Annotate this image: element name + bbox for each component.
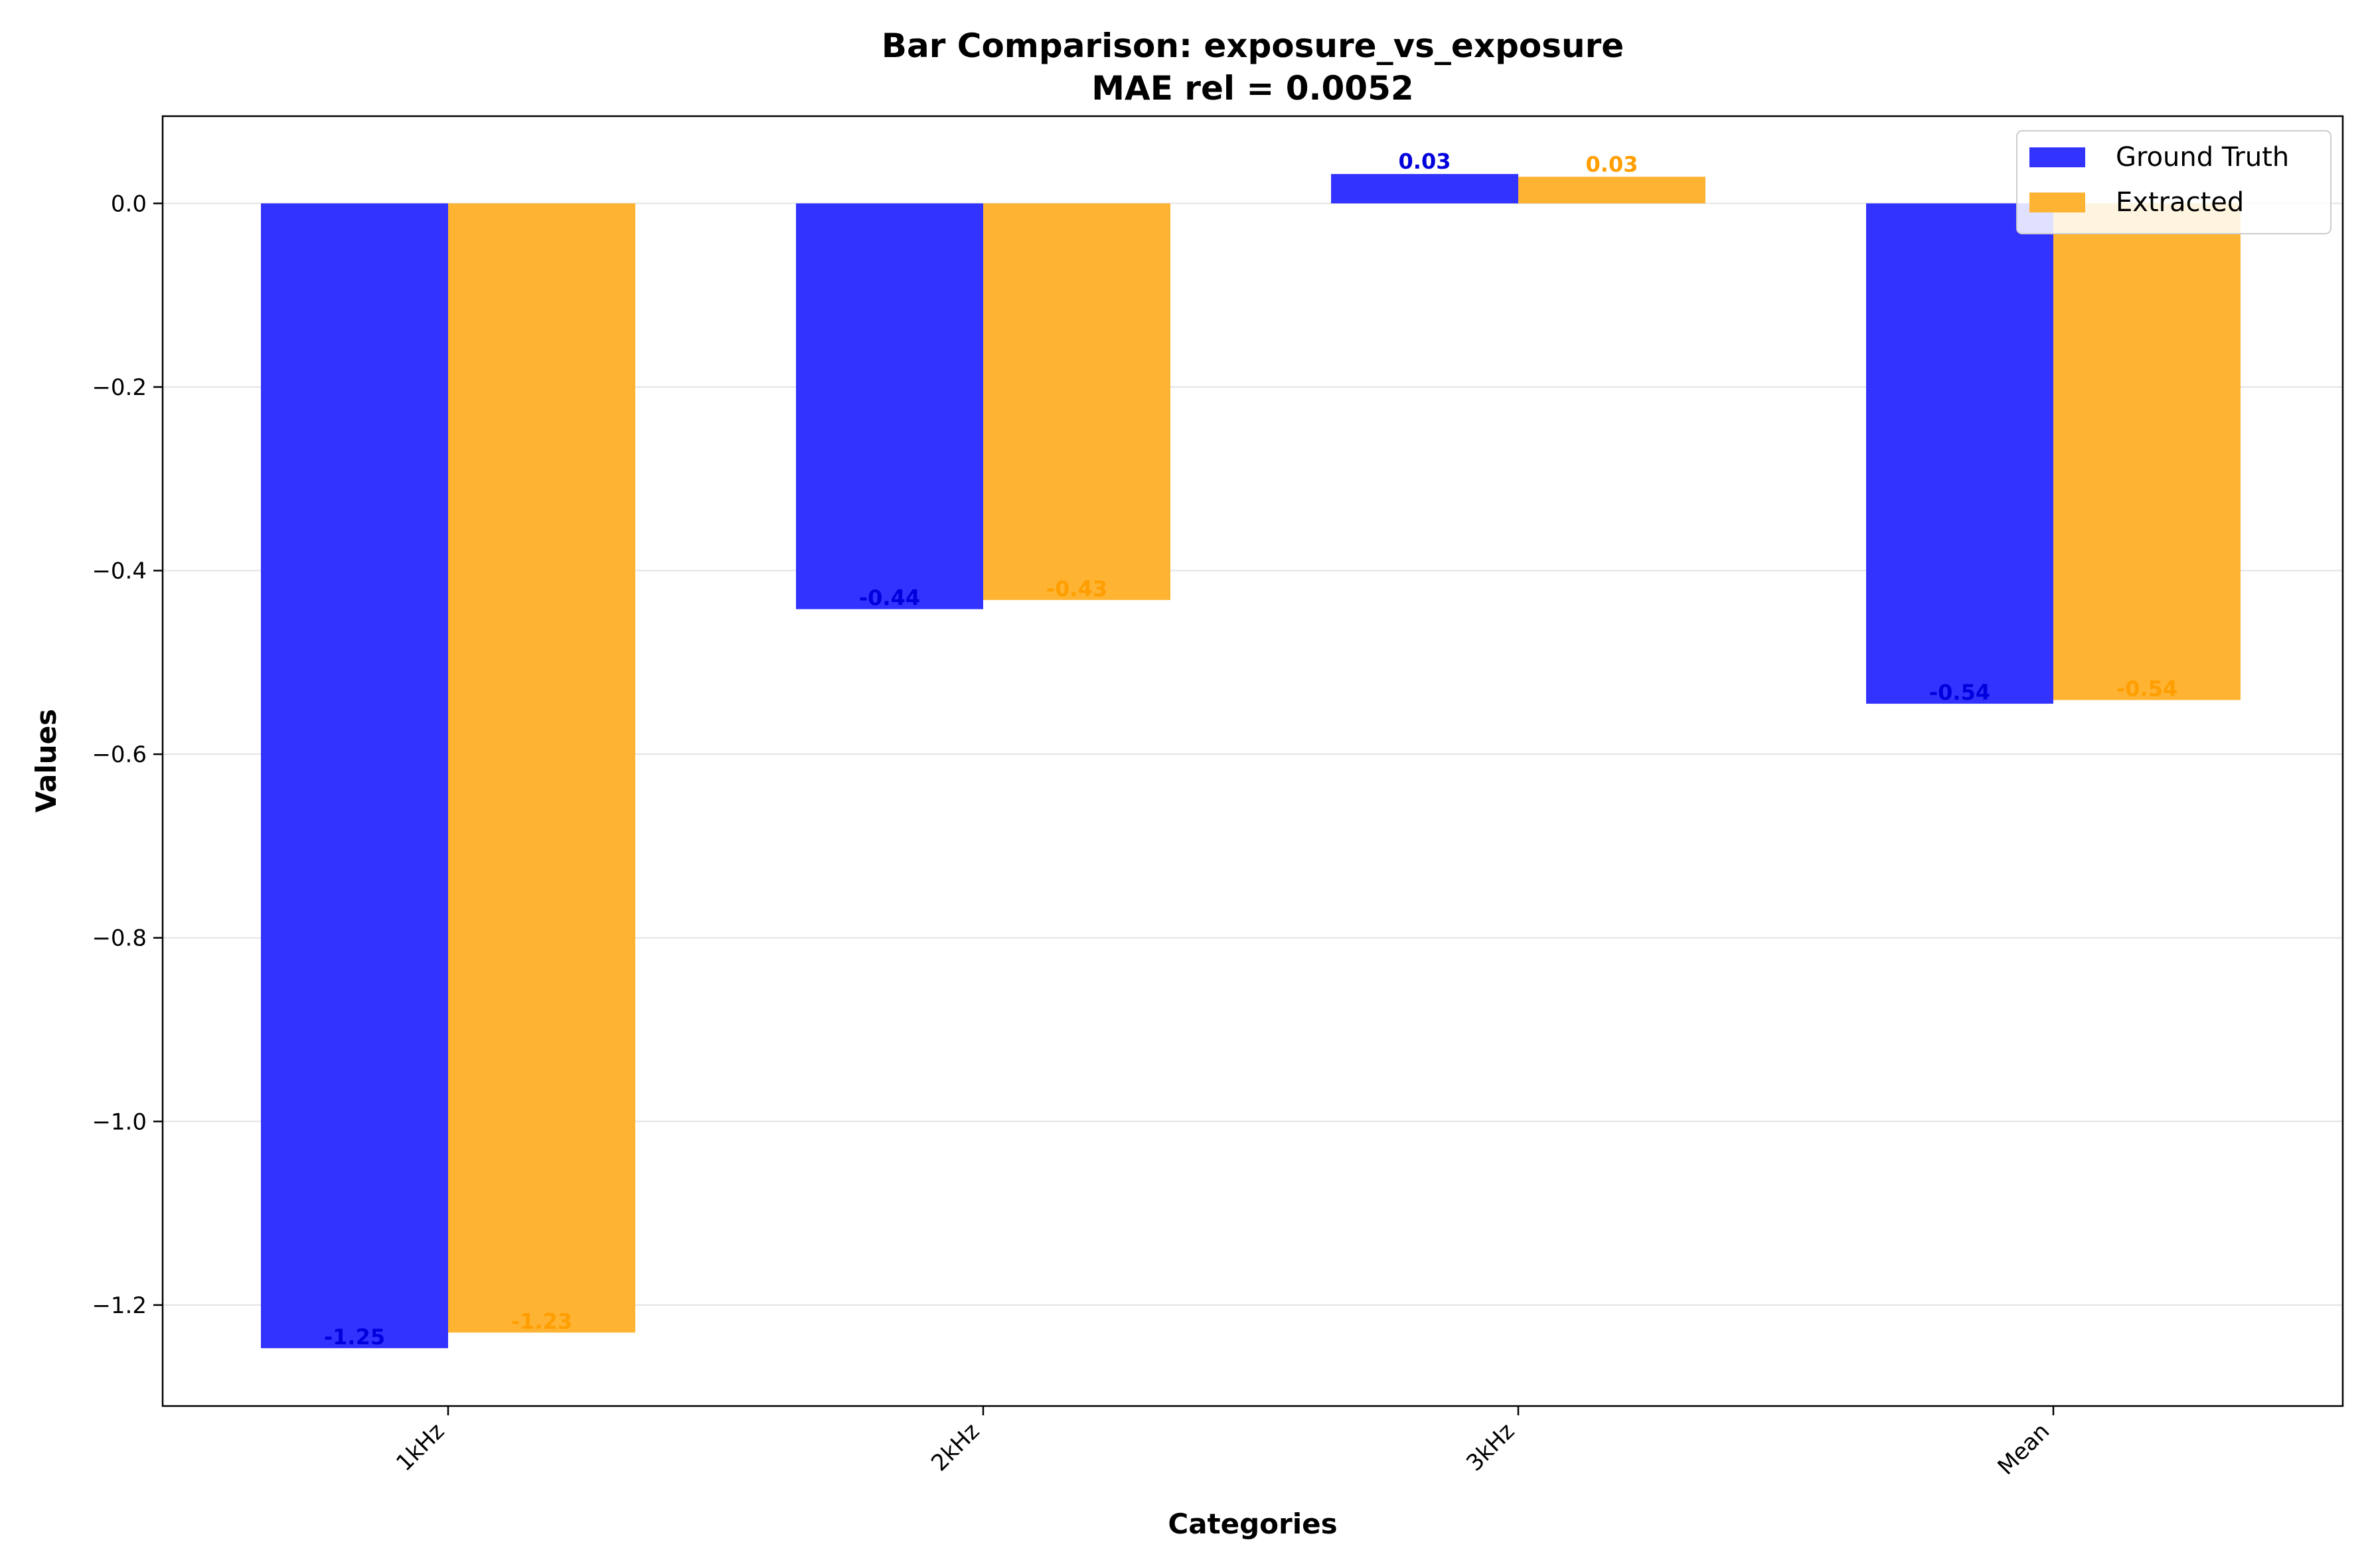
y-tick-label: −0.4 bbox=[92, 558, 147, 585]
bar-value-labels: -1.25 -0.44 0.03 -0.54 -1.23 -0.43 0.03 -0.54 bbox=[324, 149, 2177, 1350]
x-axis-label: Categories bbox=[1168, 1508, 1337, 1540]
y-tick-label: −1.2 bbox=[92, 1293, 147, 1319]
y-tick-label: −1.0 bbox=[92, 1109, 147, 1135]
bar-extracted bbox=[1518, 177, 1705, 204]
legend-swatch bbox=[2029, 147, 2085, 167]
y-axis: 0.0 −0.2 −0.4 −0.6 −0.8 −1.0 −1.2 bbox=[92, 191, 163, 1319]
legend-box bbox=[2016, 130, 2331, 234]
y-tick-label: 0.0 bbox=[111, 191, 147, 217]
chart-title: Bar Comparison: exposure_vs_exposure bbox=[882, 27, 1624, 65]
bar-value-label: -0.54 bbox=[1929, 680, 1990, 705]
bar-value-label: -1.25 bbox=[324, 1324, 385, 1350]
y-tick-label: −0.8 bbox=[92, 925, 147, 952]
bar-extracted bbox=[983, 203, 1170, 600]
plot-area-frame bbox=[161, 115, 2344, 1407]
bar-value-label: 0.03 bbox=[1586, 151, 1638, 177]
bar-value-label: -0.44 bbox=[859, 586, 920, 611]
bar-extracted bbox=[2053, 203, 2241, 700]
legend-label: Extracted bbox=[2116, 187, 2244, 218]
y-axis-label: Values bbox=[30, 709, 62, 813]
bar-ground-truth bbox=[1331, 174, 1518, 204]
bar-value-label: 0.03 bbox=[1399, 149, 1451, 174]
legend-swatch bbox=[2029, 193, 2085, 212]
bar-value-label: -1.23 bbox=[511, 1308, 572, 1334]
bar-ground-truth bbox=[1866, 203, 2053, 704]
y-tick-label: −0.6 bbox=[92, 742, 147, 768]
bar-ground-truth bbox=[261, 203, 448, 1348]
y-tick-label: −0.2 bbox=[92, 374, 147, 401]
bar-value-label: -0.54 bbox=[2116, 676, 2177, 702]
bar-extracted bbox=[448, 203, 635, 1333]
bars bbox=[261, 174, 2241, 1348]
bar-ground-truth bbox=[796, 203, 983, 609]
legend-label: Ground Truth bbox=[2116, 142, 2289, 173]
legend: Ground Truth Extracted bbox=[2016, 130, 2331, 234]
bar-value-label: -0.43 bbox=[1046, 576, 1107, 601]
chart-subtitle: MAE rel = 0.0052 bbox=[1091, 69, 1413, 108]
